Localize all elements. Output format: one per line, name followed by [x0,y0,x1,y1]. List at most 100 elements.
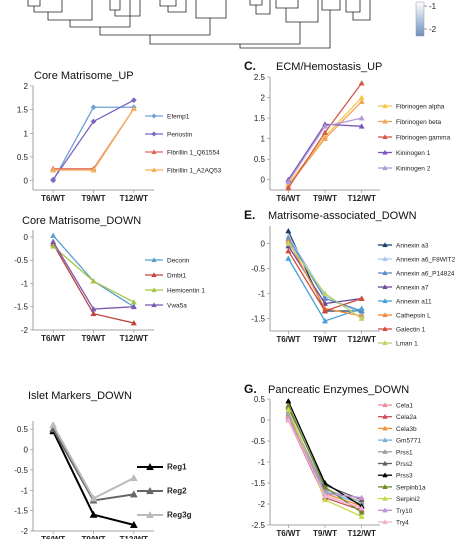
data-point [89,510,98,518]
x-tick-label: T9/WT [82,334,106,343]
legend-entry: Lman 1 [378,340,418,348]
data-point [129,490,138,498]
chart-title: Pancreatic Enzymes_DOWN [268,384,409,396]
legend-marker [151,113,157,119]
legend-label: Cathepsin L [396,313,431,320]
legend-label: Hemicentin 1 [167,288,205,295]
panel-label: C. [244,59,256,73]
data-point [321,492,329,498]
legend-entry: Fibrinogen beta [378,118,442,126]
chart-title: Islet Markers_DOWN [28,390,132,402]
legend-marker [382,402,388,408]
legend-entry: Cela3b [378,425,417,433]
legend-entry: Annexin a11 [378,298,432,306]
legend-marker [151,131,157,137]
x-tick-label: T9/WT [313,335,337,344]
data-point [358,123,365,129]
legend-marker [146,510,154,519]
y-tick-label: -0.5 [251,265,265,274]
x-tick-label: T12/WT [120,334,149,343]
legend-entry: Fibrillin 1_A2AQ53 [145,167,222,175]
y-tick-label: -1.5 [251,479,265,488]
legend-marker [382,242,388,248]
y-tick-label: 2 [24,82,29,91]
legend-entry: Serpini2 [378,495,420,503]
legend-entry: Efemp1 [145,113,190,121]
data-point [285,184,292,191]
data-point [50,243,57,249]
legend-marker [382,519,388,525]
legend-marker [151,272,157,278]
legend-label: Cela1 [396,403,413,410]
legend-label: Annexin a6_P14824 [396,271,455,278]
legend-entry: Periostin [145,131,193,139]
y-tick-label: -1.5 [14,507,28,516]
series-line [287,101,363,187]
series-kininogen-2 [285,114,365,185]
series-fibrinogen-gamma [285,80,365,191]
series-serpini2 [285,406,365,519]
legend-entry: Gm5771 [378,437,421,445]
colorbar-gradient [415,1,425,37]
legend-entry: Cela2a [378,413,417,421]
legend-label: Cela3b [396,426,417,433]
data-point [321,135,329,141]
chart-A: Core Matrisome_UP 0 0.5 1 1.5 2 T6/WT T9/WT T12/… [17,70,222,203]
legend-label: Annexin a7 [396,285,429,292]
legend-label: Annexin a6_F8WIT2 [396,257,456,264]
series-line [53,108,135,171]
data-point [50,176,57,183]
series-reg2 [49,425,138,504]
y-tick-label: -0.5 [14,256,28,265]
y-tick-label: -2 [21,326,29,335]
y-tick-label: 0.5 [254,155,266,164]
x-tick-label: T9/WT [313,194,337,203]
legend-entry: Prss2 [378,460,413,468]
legend-marker [151,302,157,308]
legend-label: Cela2a [396,414,417,421]
data-point [130,97,137,104]
y-tick-label: -0.5 [251,437,265,446]
data-point [50,238,57,244]
data-point [285,240,292,246]
legend-entry: Kininogen 1 [378,149,431,157]
legend-entry: Try4 [378,519,409,527]
data-point [285,227,292,234]
data-point [358,315,365,321]
data-point [90,305,97,312]
y-tick-label: -1.5 [251,315,265,324]
legend-entry: Reg1 [137,463,187,472]
y-tick-label: 0.5 [17,425,29,434]
legend-label: Reg3g [167,511,192,520]
legend-entry: Fibrinogen alpha [378,103,445,111]
legend-marker [382,460,388,466]
panel-label: E. [244,208,255,222]
data-point [285,406,292,412]
legend-marker [382,118,388,124]
x-tick-label: T12/WT [347,335,376,344]
series-try4 [285,416,365,511]
series-galectin-1 [285,247,365,314]
data-point [285,247,292,254]
legend-entry: Kininogen 2 [378,165,431,173]
legend-entry: Fibrillin 1_Q61554 [145,149,220,157]
y-tick-label: 0 [261,176,266,185]
dendrogram [27,0,371,49]
legend-label: Prss1 [396,449,413,456]
y-tick-label: 1.5 [17,106,29,115]
legend-entry: Prss3 [378,472,413,480]
series-line [52,428,134,502]
y-tick-label: -2.5 [251,521,265,530]
legend-marker [151,287,157,293]
data-point [130,319,137,326]
data-point [358,505,365,511]
legend-entry: Dmbt1 [145,272,187,280]
y-tick-label: 1 [24,129,29,138]
x-tick-label: T6/WT [41,194,65,203]
chart-B: Core Matrisome_DOWN 0 -0.5 -1 -1.5 -2 T6/WT T9/… [14,215,205,343]
legend-label: Galectin 1 [396,327,426,334]
data-point [358,80,365,86]
legend-entry: Annexin a6_F8WIT2 [378,256,456,264]
